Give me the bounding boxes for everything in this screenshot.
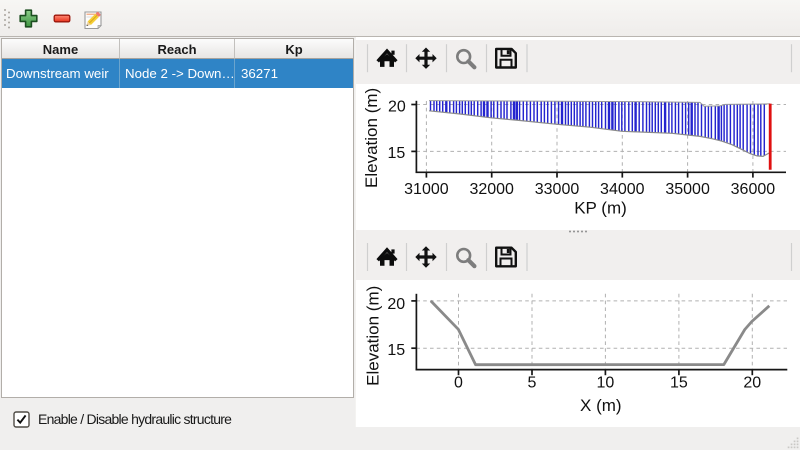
svg-text:X (m): X (m) — [580, 396, 622, 415]
svg-text:33000: 33000 — [535, 181, 580, 198]
svg-text:0: 0 — [454, 375, 463, 392]
svg-text:36000: 36000 — [731, 181, 776, 198]
svg-text:Elevation (m): Elevation (m) — [362, 88, 381, 188]
svg-text:15: 15 — [387, 342, 405, 359]
svg-text:15: 15 — [388, 145, 406, 162]
svg-text:Elevation (m): Elevation (m) — [364, 286, 383, 386]
svg-text:31000: 31000 — [404, 181, 449, 198]
svg-text:32000: 32000 — [469, 181, 514, 198]
svg-text:34000: 34000 — [600, 181, 645, 198]
svg-text:20: 20 — [387, 296, 405, 313]
svg-text:5: 5 — [528, 375, 537, 392]
svg-text:35000: 35000 — [665, 181, 710, 198]
svg-text:20: 20 — [388, 98, 406, 115]
svg-text:KP (m): KP (m) — [574, 199, 627, 218]
svg-text:15: 15 — [670, 375, 688, 392]
svg-text:10: 10 — [597, 375, 615, 392]
svg-text:20: 20 — [743, 375, 761, 392]
